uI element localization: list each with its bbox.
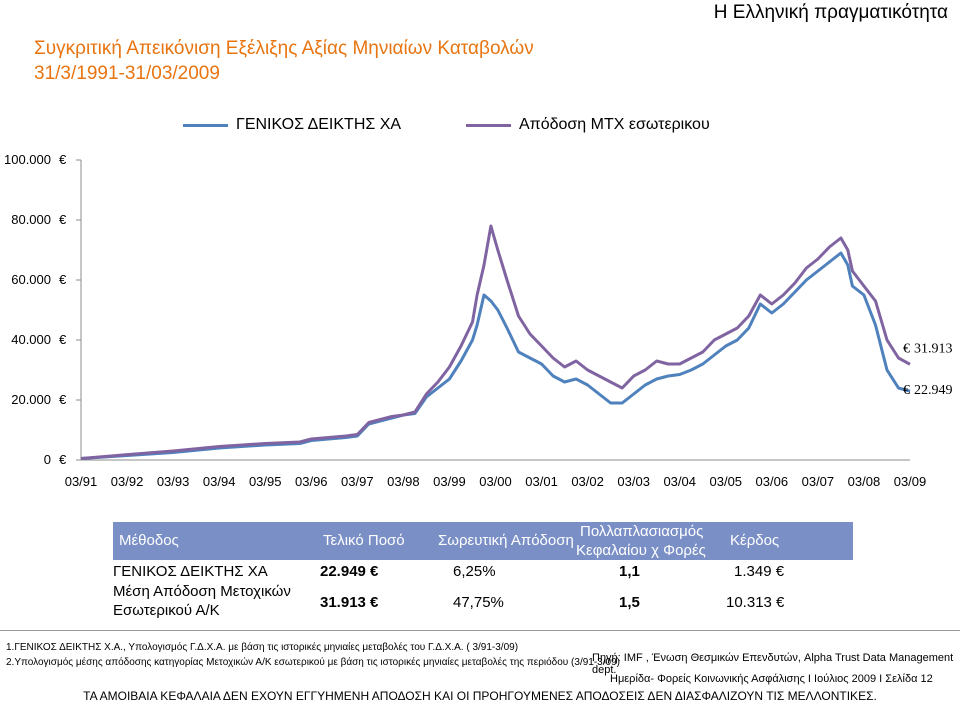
x-tick-label: 03/94 <box>203 474 236 489</box>
header-multiplier-2: Κεφαλαίου χ Φορές <box>576 542 706 559</box>
x-tick-label: 03/98 <box>387 474 420 489</box>
x-tick-label: 03/01 <box>525 474 558 489</box>
row-cumulative: 6,25% <box>453 563 496 580</box>
row-profit: 1.349 € <box>734 563 784 580</box>
table-row: Μέση Απόδοση Μετοχικών Εσωτερικού Α/Κ 31… <box>113 582 853 626</box>
line-chart: 0 €20.000 €40.000 €60.000 €80.000 €100.000 € 0… <box>0 0 960 500</box>
end-value-label: 31.913 <box>914 341 953 356</box>
euro-icon: € <box>59 152 67 167</box>
footnote-2: 2.Υπολογισμός μέσης απόδοσης κατηγορίας … <box>6 657 620 668</box>
x-axis: 03/91 03/92 03/93 03/94 03/95 03/96 03/97 03/98… <box>65 460 927 489</box>
table-header: Μέθοδος Τελικό Ποσό Σωρευτική Απόδοση Πο… <box>113 522 853 560</box>
euro-icon: € <box>903 383 910 398</box>
y-axis: 0 €20.000 €40.000 €60.000 €80.000 €100.000 € <box>4 152 81 467</box>
y-tick-label: 60.000 <box>11 272 51 287</box>
series-line-index <box>81 253 910 459</box>
row-cumulative: 47,75% <box>453 594 504 611</box>
footer-divider <box>0 630 960 631</box>
x-tick-label: 03/95 <box>249 474 282 489</box>
y-tick-label: 0 <box>44 452 51 467</box>
euro-icon: € <box>59 452 67 467</box>
euro-icon: € <box>59 392 67 407</box>
y-tick-label: 20.000 <box>11 392 51 407</box>
row-method-2: Εσωτερικού Α/Κ <box>113 602 220 619</box>
results-table: Μέθοδος Τελικό Ποσό Σωρευτική Απόδοση Πο… <box>113 522 853 626</box>
table-row: ΓΕΝΙΚΟΣ ΔΕΙΚΤΗΣ ΧΑ 22.949 € 6,25% 1,1 1.… <box>113 560 853 582</box>
x-tick-label: 03/04 <box>663 474 696 489</box>
end-labels: €31.913 € 22.949 <box>903 341 953 398</box>
y-tick-label: 100.000 <box>4 152 51 167</box>
euro-icon: € <box>370 563 378 580</box>
euro-icon: € <box>776 563 784 580</box>
x-tick-label: 03/05 <box>710 474 743 489</box>
x-tick-label: 03/99 <box>433 474 466 489</box>
x-tick-label: 03/08 <box>848 474 881 489</box>
x-tick-label: 03/06 <box>756 474 789 489</box>
row-method: Μέση Απόδοση Μετοχικών <box>113 583 291 600</box>
y-tick-label: 80.000 <box>11 212 51 227</box>
row-multiplier: 1,1 <box>619 563 640 580</box>
x-tick-label: 03/07 <box>802 474 835 489</box>
euro-icon: € <box>59 212 67 227</box>
header-method: Μέθοδος <box>119 532 179 549</box>
x-tick-label: 03/09 <box>894 474 927 489</box>
row-profit-value: 1.349 <box>734 563 776 580</box>
event-note: Ημερίδα- Φορείς Κοινωνικής Ασφάλισης Ι Ι… <box>610 673 933 685</box>
header-cumulative: Σωρευτική Απόδοση <box>438 532 574 549</box>
euro-icon: € <box>59 332 67 347</box>
x-tick-label: 03/02 <box>571 474 604 489</box>
row-profit: 10.313 € <box>726 594 784 611</box>
euro-icon: € <box>776 594 784 611</box>
x-tick-label: 03/92 <box>111 474 144 489</box>
header-multiplier-1: Πολλαπλασιασμός <box>580 523 703 540</box>
x-tick-label: 03/93 <box>157 474 190 489</box>
disclaimer: ΤΑ ΑΜΟΙΒΑΙΑ ΚΕΦΑΛΑΙΑ ΔΕΝ ΕΧΟΥΝ ΕΓΓΥΗΜΕΝΗ… <box>0 689 960 703</box>
euro-icon: € <box>59 272 67 287</box>
row-final-value: 31.913 <box>320 594 370 611</box>
x-tick-label: 03/97 <box>341 474 374 489</box>
x-tick-label: 03/00 <box>479 474 512 489</box>
row-final-value: 22.949 <box>320 563 370 580</box>
y-tick-label: 40.000 <box>11 332 51 347</box>
header-profit: Κέρδος <box>730 532 779 549</box>
euro-icon: € <box>370 594 378 611</box>
row-profit-value: 10.313 <box>726 594 776 611</box>
header-final: Τελικό Ποσό <box>323 532 405 549</box>
plot-lines <box>81 226 910 459</box>
x-tick-label: 03/91 <box>65 474 98 489</box>
end-value-label: 22.949 <box>914 383 953 398</box>
row-final: 22.949 € <box>320 563 378 580</box>
x-tick-label: 03/96 <box>295 474 328 489</box>
euro-icon: € <box>903 341 910 356</box>
row-final: 31.913 € <box>320 594 378 611</box>
x-tick-label: 03/03 <box>617 474 650 489</box>
row-method: ΓΕΝΙΚΟΣ ΔΕΙΚΤΗΣ ΧΑ <box>113 563 268 580</box>
series-line-mfunds <box>81 226 910 459</box>
footnote-1: 1.ΓΕΝΙΚΟΣ ΔΕΙΚΤΗΣ Χ.Α., Υπολογισμός Γ.Δ.… <box>6 642 518 653</box>
row-multiplier: 1,5 <box>619 594 640 611</box>
